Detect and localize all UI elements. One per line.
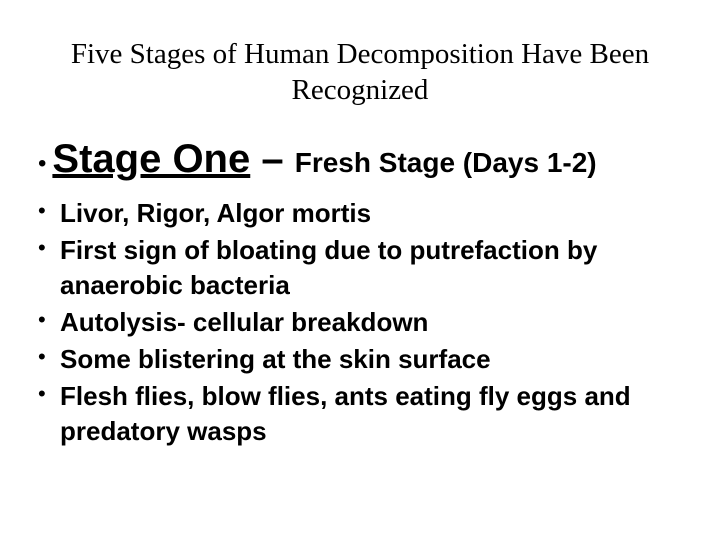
list-item: Flesh flies, blow flies, ants eating fly…	[38, 379, 690, 449]
sub-bullet-list: Livor, Rigor, Algor mortis First sign of…	[30, 196, 690, 450]
slide-container: Five Stages of Human Decomposition Have …	[0, 0, 720, 540]
main-bullet: •Stage One – Fresh Stage (Days 1-2)	[30, 137, 690, 182]
slide-title: Five Stages of Human Decomposition Have …	[30, 36, 690, 109]
list-item: Some blistering at the skin surface	[38, 342, 690, 377]
list-item: First sign of bloating due to putrefacti…	[38, 233, 690, 303]
stage-name: Stage One	[52, 137, 250, 181]
bullet-dot: •	[38, 150, 46, 178]
list-item: Autolysis- cellular breakdown	[38, 305, 690, 340]
stage-dash: –	[250, 137, 294, 181]
stage-description: Fresh Stage (Days 1-2)	[295, 147, 597, 178]
list-item: Livor, Rigor, Algor mortis	[38, 196, 690, 231]
